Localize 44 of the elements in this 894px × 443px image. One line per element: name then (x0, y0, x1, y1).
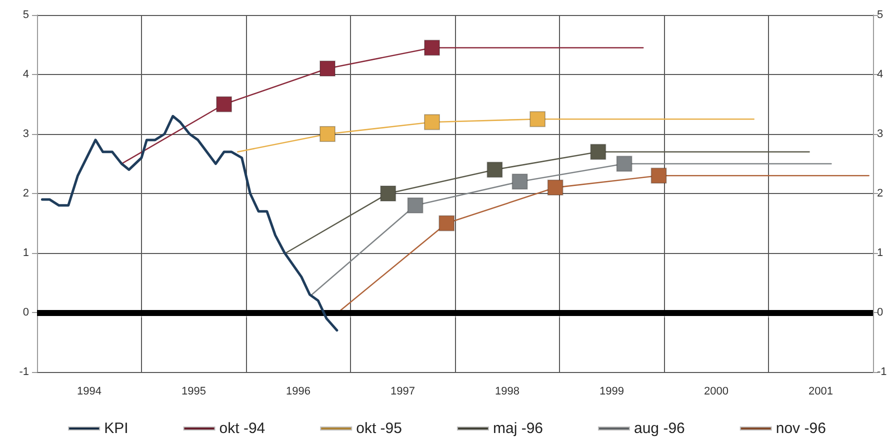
legend-label: maj -96 (492, 420, 544, 437)
point (407, 197, 424, 214)
x-tick-label: 1996 (286, 386, 310, 398)
y-tick-label: 3 (22, 128, 29, 140)
point (590, 144, 606, 160)
y-tick-label: 0 (22, 306, 29, 318)
x-tick-label: 1995 (182, 386, 206, 398)
point (320, 126, 336, 142)
y2-tick-label: 5 (877, 9, 884, 21)
point (216, 96, 232, 112)
point (438, 215, 455, 232)
point (547, 180, 564, 196)
x-tick-label: 1994 (77, 386, 102, 398)
legend-label: aug -96 (634, 420, 685, 437)
point (380, 186, 396, 202)
x-tick-label: 2000 (704, 386, 728, 398)
legend-label: okt -94 (219, 420, 266, 437)
y2-tick-label: 0 (877, 306, 884, 318)
point (650, 168, 667, 184)
point (320, 60, 336, 77)
legend-label: KPI (104, 420, 128, 437)
point (530, 111, 546, 128)
line-series (40, 114, 338, 332)
legend-label: nov -96 (776, 420, 826, 437)
x-tick-label: 1998 (495, 386, 520, 398)
y-tick-label: 1 (22, 247, 29, 259)
point (486, 162, 503, 178)
legend-label: okt -95 (356, 420, 402, 437)
y2-tick-label: 4 (877, 68, 884, 80)
x-tick-label: 1999 (600, 386, 624, 398)
y-tick-label: 5 (22, 9, 29, 21)
y-tick-label: 2 (22, 188, 29, 200)
x-tick-label: 2001 (808, 386, 833, 398)
x-tick-label: 1997 (390, 386, 415, 398)
y-tick-label: -1 (19, 366, 29, 378)
point (424, 40, 440, 56)
point (512, 174, 528, 190)
point (424, 114, 440, 130)
point (616, 156, 632, 172)
y2-tick-label: -1 (877, 366, 887, 378)
y-tick-label: 4 (22, 68, 29, 80)
y2-tick-label: 2 (877, 188, 884, 200)
y2-tick-label: 1 (877, 247, 884, 259)
y2-tick-label: 3 (877, 128, 884, 140)
